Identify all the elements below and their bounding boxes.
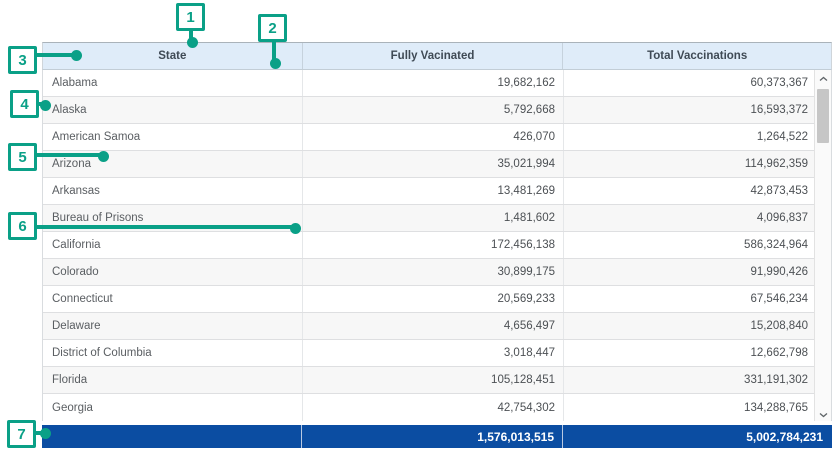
column-header-state[interactable]: State <box>43 43 303 69</box>
cell-state: Colorado <box>43 259 303 285</box>
cell-state: Bureau of Prisons <box>43 205 303 231</box>
cell-fully-vaccinated: 20,569,233 <box>303 286 564 312</box>
chevron-down-icon <box>819 405 828 423</box>
cell-fully-vaccinated: 3,018,447 <box>303 340 564 366</box>
annotation-connector-6 <box>35 225 293 229</box>
total-cell-fully-vaccinated: 1,576,013,515 <box>302 425 563 448</box>
cell-state: Arizona <box>43 151 303 177</box>
table-row[interactable]: Bureau of Prisons 1,481,602 4,096,837 <box>43 205 831 232</box>
cell-state: Georgia <box>43 394 303 421</box>
cell-total-vaccinations: 331,191,302 <box>744 374 808 386</box>
annotation-marker-6: 6 <box>8 212 37 240</box>
annotation-marker-7: 7 <box>7 420 36 448</box>
table-header-row: State Fully Vacinated Total Vaccinations <box>42 42 832 70</box>
cell-fully-vaccinated: 105,128,451 <box>303 367 564 393</box>
cell-state: Florida <box>43 367 303 393</box>
cell-total-vaccinations: 60,373,367 <box>750 77 808 89</box>
cell-fully-vaccinated: 4,656,497 <box>303 313 564 339</box>
annotation-marker-2: 2 <box>258 14 287 42</box>
annotation-marker-5: 5 <box>8 143 37 171</box>
cell-state: Arkansas <box>43 178 303 204</box>
table-row[interactable]: Alabama 19,682,162 60,373,367 <box>43 70 831 97</box>
cell-total-vaccinations: 67,546,234 <box>750 293 808 305</box>
annotation-dot-6 <box>290 223 301 234</box>
cell-fully-vaccinated: 5,792,668 <box>303 97 564 123</box>
annotation-connector-1 <box>189 29 193 39</box>
table-row[interactable]: District of Columbia 3,018,447 12,662,798 <box>43 340 831 367</box>
table-row[interactable]: Colorado 30,899,175 91,990,426 <box>43 259 831 286</box>
annotation-connector-3 <box>35 53 73 57</box>
cell-total-vaccinations: 134,288,765 <box>744 401 808 414</box>
annotation-dot-4 <box>40 100 51 111</box>
cell-fully-vaccinated: 42,754,302 <box>303 394 564 421</box>
annotation-marker-4: 4 <box>10 90 39 118</box>
annotation-dot-2 <box>270 58 281 69</box>
table-row[interactable]: Georgia 42,754,302 134,288,765 <box>43 394 831 421</box>
cell-total-vaccinations: 1,264,522 <box>756 131 808 143</box>
table-row[interactable]: Florida 105,128,451 331,191,302 <box>43 367 831 394</box>
column-header-fully-vaccinated[interactable]: Fully Vacinated <box>303 43 564 69</box>
cell-total-vaccinations: 42,873,453 <box>750 185 808 197</box>
cell-state: Delaware <box>43 313 303 339</box>
cell-total-vaccinations: 114,962,359 <box>744 158 808 170</box>
cell-total-vaccinations: 15,208,840 <box>750 320 808 332</box>
cell-fully-vaccinated: 172,456,138 <box>303 232 564 258</box>
cell-total-vaccinations: 12,662,798 <box>750 347 808 359</box>
cell-total-vaccinations: 91,990,426 <box>750 266 808 278</box>
cell-fully-vaccinated: 30,899,175 <box>303 259 564 285</box>
cell-fully-vaccinated: 35,021,994 <box>303 151 564 177</box>
annotation-marker-3: 3 <box>8 46 37 74</box>
cell-state: Alaska <box>43 97 303 123</box>
table-row[interactable]: Arkansas 13,481,269 42,873,453 <box>43 178 831 205</box>
cell-fully-vaccinated: 19,682,162 <box>303 70 564 96</box>
cell-fully-vaccinated: 426,070 <box>303 124 564 150</box>
table-row[interactable]: Alaska 5,792,668 16,593,372 <box>43 97 831 124</box>
table-row[interactable]: Delaware 4,656,497 15,208,840 <box>43 313 831 340</box>
annotation-connector-7 <box>34 431 44 435</box>
table-row[interactable]: Arizona 35,021,994 114,962,359 <box>43 151 831 178</box>
annotation-connector-5 <box>35 153 101 157</box>
cell-total-vaccinations: 16,593,372 <box>750 104 808 116</box>
cell-fully-vaccinated: 1,481,602 <box>303 205 564 231</box>
total-cell-total-vaccinations: 5,002,784,231 <box>746 429 823 444</box>
table-row[interactable]: American Samoa 426,070 1,264,522 <box>43 124 831 151</box>
cell-fully-vaccinated: 13,481,269 <box>303 178 564 204</box>
cell-state: District of Columbia <box>43 340 303 366</box>
table-row[interactable]: Connecticut 20,569,233 67,546,234 <box>43 286 831 313</box>
annotation-marker-1: 1 <box>176 3 205 31</box>
table-row[interactable]: California 172,456,138 586,324,964 <box>43 232 831 259</box>
cell-total-vaccinations: 586,324,964 <box>744 239 808 251</box>
scrollbar-down-button[interactable] <box>815 406 831 421</box>
column-header-total-vaccinations[interactable]: Total Vaccinations <box>647 50 748 62</box>
scrollbar-up-button[interactable] <box>815 70 831 85</box>
chevron-up-icon <box>819 69 828 87</box>
cell-state: Alabama <box>43 70 303 96</box>
total-cell-state <box>42 425 302 448</box>
cell-total-vaccinations: 4,096,837 <box>756 212 808 224</box>
annotation-dot-3 <box>71 50 82 61</box>
table-body: Alabama 19,682,162 60,373,367 Alaska 5,792,6… <box>42 70 832 421</box>
cell-state: Connecticut <box>43 286 303 312</box>
annotation-dot-7 <box>40 428 51 439</box>
cell-state: American Samoa <box>43 124 303 150</box>
annotation-dot-1 <box>187 37 198 48</box>
scrollbar-thumb[interactable] <box>817 89 829 143</box>
cell-state: California <box>43 232 303 258</box>
vertical-scrollbar[interactable] <box>814 70 831 421</box>
data-table: State Fully Vacinated Total Vaccinations… <box>42 42 832 421</box>
annotation-dot-5 <box>98 151 109 162</box>
total-row: 1,576,013,515 5,002,784,231 <box>42 425 832 448</box>
annotation-connector-2 <box>272 40 276 60</box>
